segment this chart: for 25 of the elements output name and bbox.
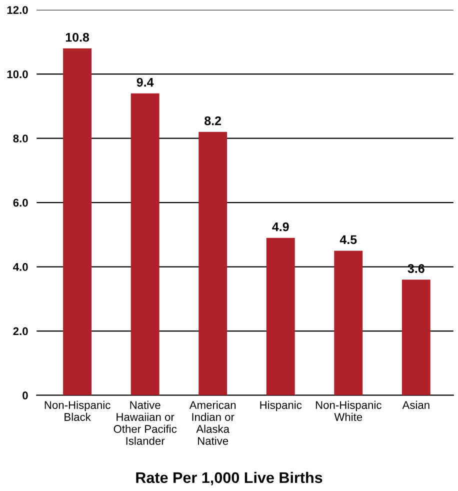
bar (63, 48, 92, 396)
data-label: 10.8 (66, 32, 90, 42)
y-tick-label: 0 (22, 392, 28, 400)
y-tick-label: 12.0 (7, 6, 28, 14)
x-tick-label: Non-Hispanic Black (44, 400, 110, 421)
bar (402, 280, 430, 396)
bar (130, 93, 160, 396)
bar (334, 250, 363, 396)
x-tick-label: Hispanic (260, 400, 302, 412)
data-label: 4.9 (272, 222, 289, 232)
x-axis-title: Rate Per 1,000 Live Births (136, 472, 322, 486)
data-label: 4.5 (340, 235, 357, 244)
y-tick-label: 6.0 (13, 198, 28, 207)
y-tick-label: 8.0 (13, 134, 28, 142)
x-tick-label: American Indian or Alaska Native (189, 400, 236, 445)
data-label: 9.4 (136, 78, 154, 87)
y-tick-label: 2.0 (13, 327, 28, 336)
y-tick-label: 4.0 (13, 263, 28, 271)
x-tick-label: Asian (402, 400, 430, 409)
y-tick-label: 10.0 (7, 70, 28, 78)
x-tick-label: Non-Hispanic White (316, 400, 382, 421)
x-tick-label: Native Hawaiian or Other Pacific Islander (114, 400, 177, 445)
bar (266, 238, 295, 396)
bar (198, 132, 228, 396)
data-label: 8.2 (204, 116, 222, 126)
